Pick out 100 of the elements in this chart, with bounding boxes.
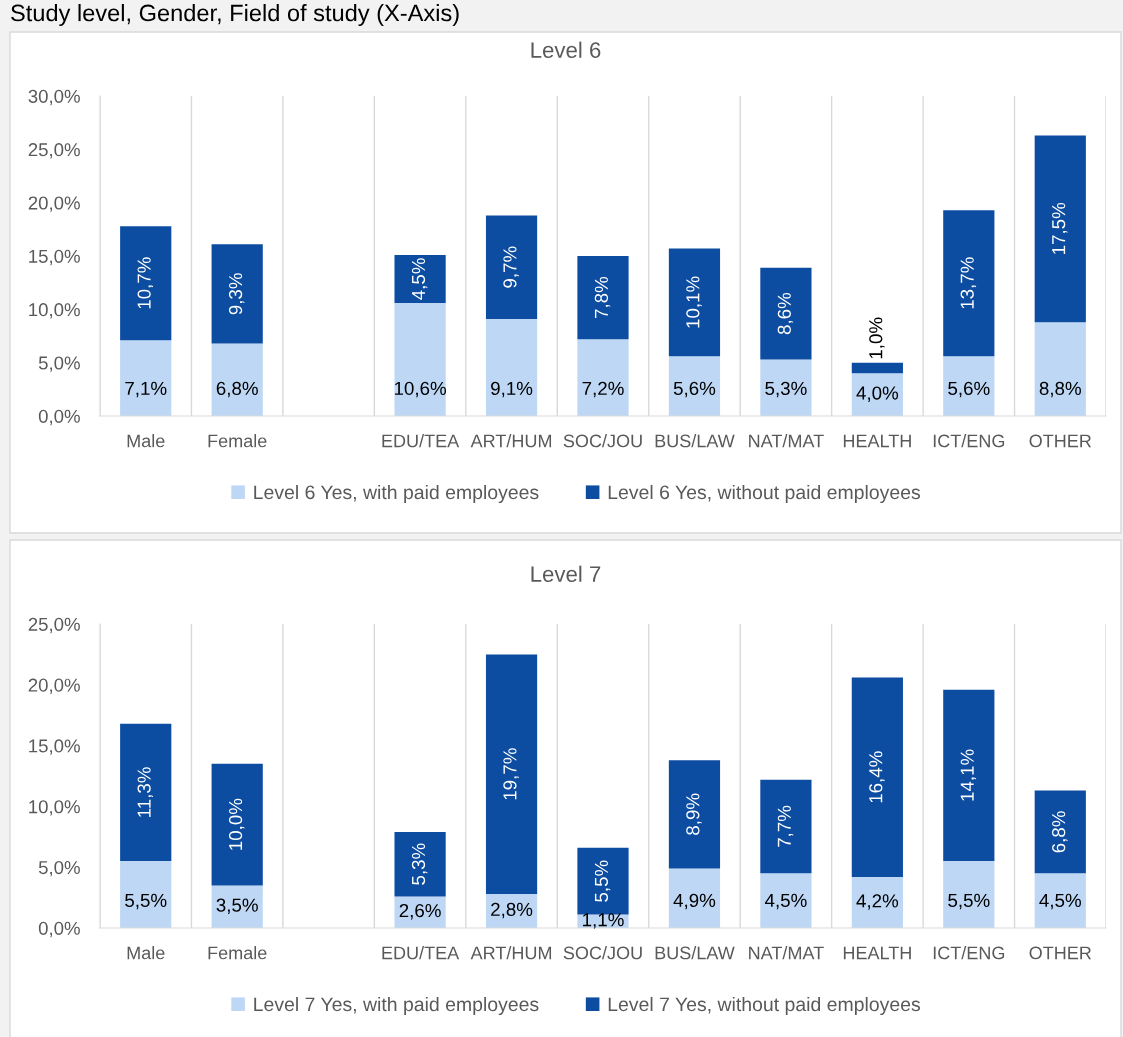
bar	[1034, 322, 1086, 416]
x-tick-label: Female	[208, 434, 267, 448]
data-label: 8,8%	[1039, 381, 1081, 398]
data-label: 5,6%	[673, 381, 716, 398]
bar	[851, 362, 903, 374]
y-tick-label: 15,0%	[29, 249, 80, 266]
data-label: 4,9%	[673, 893, 716, 910]
y-tick-label: 5,0%	[38, 356, 80, 372]
data-label: 5,3%	[411, 843, 428, 885]
x-tick-label: Female	[208, 946, 267, 960]
x-tick-label: ICT/ENG	[933, 946, 1005, 960]
y-tick-label: 30,0%	[28, 89, 80, 106]
bar	[760, 779, 812, 874]
legend-label: Level 6 Yes, with paid employees	[254, 484, 539, 504]
legend-label: Level 6 Yes, without paid employees	[608, 484, 921, 504]
bar	[943, 356, 995, 416]
data-label: 2,8%	[491, 902, 533, 919]
bar	[394, 254, 446, 303]
chart-title: Level 7	[531, 565, 601, 582]
data-label: 5,5%	[594, 860, 611, 902]
legend-label: Level 7 Yes, with paid employees	[254, 996, 539, 1016]
bar	[120, 861, 172, 928]
data-label: 19,7%	[503, 748, 519, 800]
bar	[668, 356, 721, 416]
data-label: 7,7%	[777, 805, 794, 847]
bar	[760, 359, 812, 416]
y-tick-label: 0,0%	[38, 921, 80, 938]
x-tick-label: Male	[127, 946, 165, 960]
x-tick-label: SOC/JOU	[563, 434, 642, 448]
data-label: 7,2%	[582, 381, 624, 398]
bar	[668, 868, 721, 928]
bar	[943, 861, 995, 928]
bar	[668, 248, 721, 357]
x-tick-label: ICT/ENG	[933, 434, 1005, 448]
x-tick-label: OTHER	[1029, 946, 1092, 960]
x-tick-label: BUS/LAW	[655, 946, 735, 960]
bar	[1034, 873, 1086, 928]
data-label: 4,5%	[1039, 893, 1081, 910]
bar	[485, 654, 538, 894]
data-label: 10,7%	[137, 257, 153, 309]
y-tick-label: 0,0%	[38, 409, 80, 426]
bar	[851, 876, 903, 928]
y-tick-label: 15,0%	[29, 739, 80, 755]
y-tick-label: 10,0%	[29, 303, 80, 319]
data-label: 7,1%	[125, 381, 167, 398]
bar	[1034, 135, 1086, 323]
data-label: 4,5%	[411, 258, 428, 300]
x-tick-label: OTHER	[1029, 434, 1092, 448]
data-label: 2,6%	[399, 903, 441, 920]
bar	[577, 847, 629, 915]
data-label: 7,8%	[594, 276, 611, 319]
x-tick-label: HEALTH	[843, 946, 911, 960]
bar	[394, 831, 446, 897]
y-tick-label: 20,0%	[28, 678, 80, 694]
x-tick-label: ART/HUM	[470, 946, 552, 960]
x-tick-label: EDU/TEA	[382, 946, 460, 960]
y-tick-label: 25,0%	[28, 617, 80, 634]
chart-title: Level 6	[531, 41, 601, 58]
x-tick-label: NAT/MAT	[749, 946, 824, 960]
data-label: 9,1%	[491, 381, 533, 398]
text: Study level, Gender, Field of study (X-Axis)	[11, 4, 459, 26]
data-label: 14,1%	[960, 749, 977, 801]
data-label: 6,8%	[216, 381, 258, 398]
x-tick-label: ART/HUM	[470, 434, 552, 448]
data-label: 5,5%	[948, 893, 990, 910]
data-label: 10,6%	[394, 381, 447, 398]
data-label: 8,9%	[686, 793, 702, 835]
data-label: 10,1%	[686, 276, 702, 328]
x-tick-label: HEALTH	[843, 434, 911, 448]
bar	[760, 873, 812, 928]
bar	[394, 302, 446, 416]
bar	[577, 256, 629, 340]
legend-label: Level 7 Yes, without paid employees	[608, 996, 921, 1016]
data-label: 13,7%	[960, 257, 977, 309]
data-label: 5,3%	[765, 381, 807, 398]
data-label: 3,5%	[216, 898, 258, 914]
bar	[943, 689, 995, 862]
data-label: 1,1%	[583, 913, 624, 929]
data-label: 5,6%	[948, 381, 990, 398]
y-tick-label: 20,0%	[28, 196, 80, 212]
data-label: 1,0%	[869, 317, 885, 359]
bar	[1034, 790, 1086, 874]
y-tick-label: 25,0%	[28, 143, 80, 159]
bar	[211, 763, 263, 886]
bar	[485, 215, 538, 319]
data-label: 11,3%	[137, 767, 153, 817]
x-tick-label: BUS/LAW	[655, 434, 735, 448]
data-label: 4,5%	[764, 893, 807, 910]
bar	[211, 885, 263, 928]
data-label: 9,3%	[228, 273, 245, 315]
y-tick-label: 5,0%	[38, 860, 80, 877]
data-label: 10,0%	[228, 798, 245, 850]
data-label: 17,5%	[1052, 202, 1068, 254]
bar	[120, 340, 172, 416]
data-label: 16,4%	[869, 751, 885, 803]
data-label: 4,2%	[856, 894, 899, 910]
data-label: 5,5%	[125, 893, 167, 910]
data-label: 6,8%	[1052, 811, 1068, 853]
x-tick-label: Male	[127, 434, 165, 448]
bar	[120, 226, 172, 341]
